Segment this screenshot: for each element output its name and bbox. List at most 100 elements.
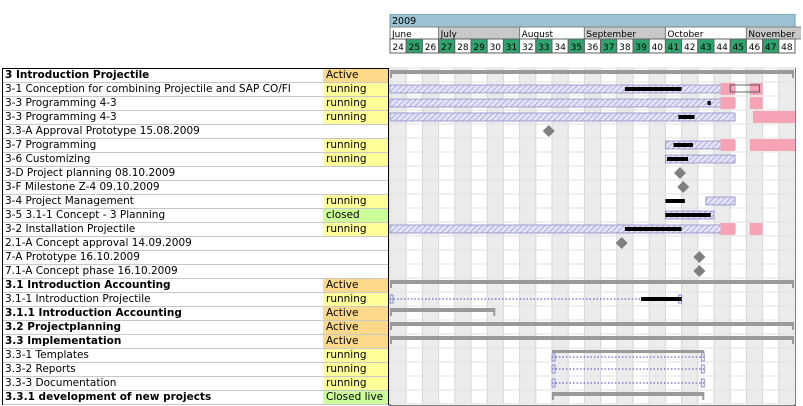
summary-cap [390,308,392,316]
task-row[interactable]: 3-1 Conception for combining Projectile … [3,83,388,97]
task-row[interactable]: 3-2 Installation Projectile running [3,223,388,237]
task-status: Active [322,307,388,320]
task-table: 3 Introduction Projectile Active 3-1 Conce… [0,0,389,406]
month-label: October [667,30,703,40]
week-label: 48 [781,43,793,53]
task-row[interactable]: 3.3 Implementation Active [3,335,388,349]
month-label: August [522,30,554,40]
task-name: 2.1-A Concept approval 14.09.2009 [5,237,192,249]
week-label: 40 [652,43,664,53]
summary-bar [390,308,496,312]
task-row[interactable]: 3-6 Customizing running [3,153,388,167]
task-name: 3-1 Conception for combining Projectile … [5,83,291,95]
task-name: 3-2 Installation Projectile [5,223,136,235]
week-label: 47 [765,43,776,53]
week-label: 41 [668,43,679,53]
outline-box [729,84,760,93]
week-label: 42 [684,43,695,53]
task-row[interactable]: 2.1-A Concept approval 14.09.2009 [3,237,388,251]
progress-bar [678,115,695,119]
dotted-cap [700,364,705,374]
week-label: 37 [603,43,614,53]
summary-cap [702,392,705,400]
task-row[interactable]: 3.3-3 Documentation running [3,377,388,391]
task-status: Closed live [322,391,388,404]
week-label: 33 [538,43,549,53]
pink-block [752,111,795,123]
task-name: 3.1.1 Introduction Accounting [5,307,182,319]
task-row[interactable]: 3.1-1 Introduction Projectile running [3,293,388,307]
task-name: 7-A Prototype 16.10.2009 [5,251,140,263]
week-label: 46 [749,43,761,53]
task-row[interactable]: 7-A Prototype 16.10.2009 [3,251,388,265]
summary-cap [390,336,392,344]
summary-cap [390,280,392,288]
progress-bar [665,213,711,217]
week-label: 45 [733,43,744,53]
dotted-cap [700,378,705,388]
task-row[interactable]: 7.1-A Concept phase 16.10.2009 [3,265,388,279]
task-row[interactable]: 3-7 Programming running [3,139,388,153]
week-label: 26 [425,43,437,53]
task-name: 3.3 Implementation [5,335,122,347]
task-row[interactable]: 3.1 Introduction Accounting Active [3,279,388,293]
dotted-cap [700,353,705,362]
task-name: 3.3-3 Documentation [5,377,117,389]
task-row[interactable]: 3-F Milestone Z-4 09.10.2009 [3,181,388,195]
summary-cap [792,70,794,78]
task-status: running [322,97,388,110]
week-label: 25 [409,43,420,53]
week-label: 32 [522,43,533,53]
week-label: 39 [635,43,647,53]
task-row[interactable]: 3-4 Project Management running [3,195,388,209]
task-status: running [322,293,388,306]
task-status: Active [322,279,388,292]
milestone-diamond [693,251,706,263]
task-status: Active [322,69,388,82]
task-row[interactable]: 3.3-A Approval Prototype 15.08.2009 [3,125,388,139]
task-status [322,167,388,180]
summary-cap [792,322,794,330]
dotted-cap [389,294,394,304]
summary-cap [390,70,392,78]
task-row[interactable]: 3.2 Projectplanning Active [3,321,388,335]
summary-cap [552,392,554,400]
task-status [322,181,388,194]
month-label: September [586,30,636,40]
task-status: Active [322,335,388,348]
week-label: 24 [392,43,404,53]
task-row[interactable]: 3.1.1 Introduction Accounting Active [3,307,388,321]
summary-bar [552,392,705,396]
dotted-cap [551,364,556,374]
plan-bar [389,98,736,108]
task-row[interactable]: 3-5 3.1-1 Concept - 3 Planning closed [3,209,388,223]
plan-bar [389,224,736,234]
task-name: 3-5 3.1-1 Concept - 3 Planning [5,209,166,221]
task-status [322,237,388,250]
task-row[interactable]: 3 Introduction Projectile Active [3,69,388,83]
week-label: 27 [441,43,452,53]
milestone-diamond [677,181,690,193]
task-row[interactable]: 3-3 Programming 4-3 running [3,111,388,125]
task-status [322,251,388,264]
dotted-cap [551,378,556,388]
pink-block [720,139,736,151]
week-label: 43 [700,43,711,53]
summary-bar [390,322,794,326]
task-status: running [322,153,388,166]
task-row[interactable]: 3-D Project planning 08.10.2009 [3,167,388,181]
summary-cap [792,280,794,288]
task-row[interactable]: 3-3 Programming 4-3 running [3,97,388,111]
plan-bar [705,196,736,206]
week-cell [778,38,796,54]
task-name: 7.1-A Concept phase 16.10.2009 [5,265,178,277]
progress-bar [624,227,682,231]
task-name: 3.3-1 Templates [5,349,89,361]
summary-cap [493,308,496,316]
task-row[interactable]: 3.3-1 Templates running [3,349,388,363]
task-row[interactable]: 3.3.1 development of new projects Closed … [3,391,388,405]
week-label: 29 [473,43,485,53]
pink-block [749,97,763,109]
milestone-diamond [673,167,686,179]
task-row[interactable]: 3.3-2 Reports running [3,363,388,377]
